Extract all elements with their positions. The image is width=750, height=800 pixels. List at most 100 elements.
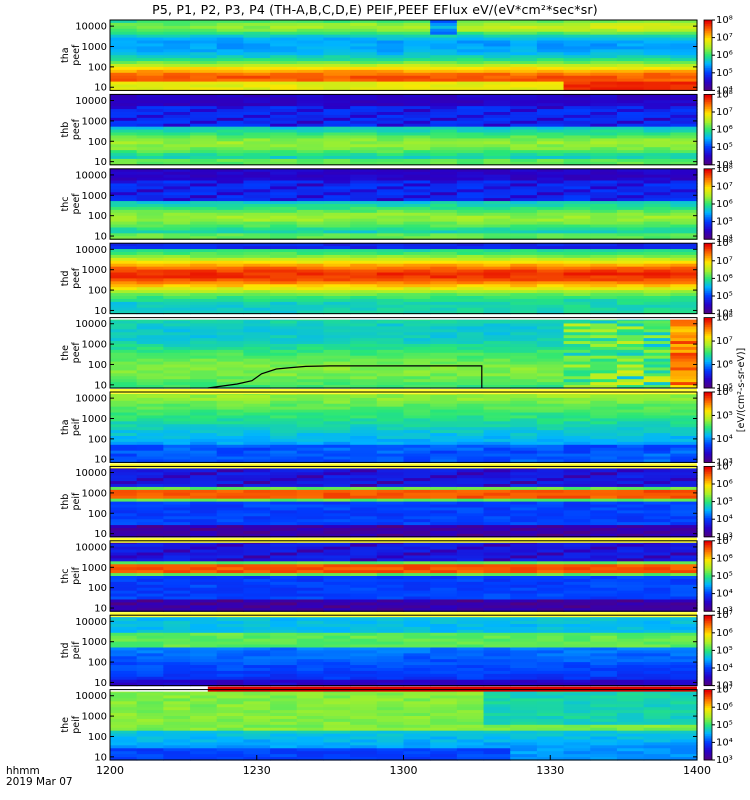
heatmap-cell <box>163 530 191 535</box>
heatmap-cell <box>216 382 245 386</box>
heatmap-cell <box>190 22 218 27</box>
heatmap-cell <box>136 621 164 625</box>
heatmap-cell <box>456 87 485 91</box>
heatmap-cell <box>190 567 218 571</box>
heatmap-cell <box>616 275 645 279</box>
heatmap-cell <box>430 206 458 211</box>
heatmap-cell <box>216 510 245 514</box>
heatmap-cell <box>670 424 698 428</box>
heatmap-cell <box>536 590 565 595</box>
heatmap-cell <box>563 355 591 360</box>
colorbar-segment <box>704 292 712 295</box>
heatmap-cell <box>110 618 138 622</box>
heatmap-cell <box>270 341 298 345</box>
heatmap-cell <box>536 475 565 479</box>
heatmap-cell <box>350 189 378 193</box>
heatmap-cell <box>216 436 245 440</box>
heatmap-cell <box>483 424 511 428</box>
heatmap-cell <box>670 546 698 551</box>
colorbar-segment <box>704 324 712 327</box>
heatmap-cell <box>483 376 511 380</box>
heatmap-cell <box>323 543 351 548</box>
heatmap-cell <box>163 254 191 259</box>
heatmap-cell <box>643 275 671 279</box>
heatmap-cell <box>536 94 565 98</box>
heatmap-cell <box>110 364 138 369</box>
heatmap-cell <box>510 481 538 485</box>
heatmap-cell <box>643 555 671 559</box>
heatmap-cell <box>670 489 698 494</box>
heatmap-cell <box>456 135 485 139</box>
heatmap-cell <box>616 192 645 196</box>
heatmap-cell <box>430 87 458 91</box>
heatmap-cell <box>430 581 458 586</box>
heatmap-cell <box>456 599 485 603</box>
heatmap-cell <box>563 75 591 80</box>
heatmap-cell <box>510 519 538 523</box>
heatmap-cell <box>216 394 245 399</box>
heatmap-cell <box>243 75 271 80</box>
heatmap-cell <box>110 266 138 271</box>
heatmap-cell <box>430 492 458 497</box>
heatmap-cell <box>376 478 405 482</box>
heatmap-cell <box>323 382 351 386</box>
heatmap-cell <box>216 296 245 300</box>
heatmap-cell <box>643 126 671 131</box>
heatmap-cell <box>670 296 698 300</box>
heatmap-cell <box>536 418 565 422</box>
heatmap-cell <box>323 174 351 179</box>
heatmap-cell <box>536 186 565 190</box>
heatmap-cell <box>270 215 298 220</box>
colorbar-segment <box>704 27 712 30</box>
heatmap-cell <box>296 624 325 628</box>
heatmap-cell <box>136 498 164 503</box>
heatmap-cell <box>243 352 271 357</box>
heatmap-cell <box>403 275 431 279</box>
heatmap-cell <box>536 49 565 53</box>
heatmap-cell <box>563 427 591 431</box>
heatmap-cell <box>323 629 351 634</box>
heatmap-cell <box>616 75 645 80</box>
y-tick-label: 100 <box>88 434 107 445</box>
heatmap-cell <box>350 516 378 520</box>
heatmap-cell <box>323 412 351 417</box>
colorbar-segment <box>704 41 712 44</box>
heatmap-cell <box>430 304 458 309</box>
colorbar-segment <box>704 475 712 478</box>
heatmap-cell <box>163 478 191 482</box>
heatmap-cell <box>456 528 485 532</box>
heatmap-cell <box>670 570 698 574</box>
heatmap-cell <box>216 34 245 39</box>
heatmap-cell <box>190 198 218 202</box>
colorbar-segment <box>704 400 712 404</box>
heatmap-cell <box>270 236 298 240</box>
heatmap-cell <box>536 513 565 517</box>
heatmap-cell <box>323 109 351 113</box>
heatmap-cell <box>216 338 245 342</box>
heatmap-cell <box>483 150 511 154</box>
heatmap-cell <box>190 573 218 577</box>
heatmap-cell <box>243 25 271 30</box>
heatmap-cell <box>403 156 431 160</box>
heatmap-cell <box>590 543 618 548</box>
heatmap-cell <box>403 608 431 612</box>
heatmap-cell <box>216 472 245 476</box>
heatmap-cell <box>190 243 218 247</box>
heatmap-cell <box>616 590 645 595</box>
heatmap-cell <box>243 504 271 509</box>
heatmap-cell <box>403 346 431 351</box>
heatmap-cell <box>350 424 378 428</box>
heatmap-cell <box>483 400 511 405</box>
heatmap-cell <box>270 158 298 163</box>
heatmap-cell <box>110 670 138 675</box>
heatmap-cell <box>163 528 191 532</box>
heatmap-cell <box>536 114 565 119</box>
heatmap-cell <box>403 329 431 333</box>
colorbar-segment <box>704 186 712 189</box>
heatmap-cell <box>590 254 618 259</box>
heatmap-cell <box>616 447 645 452</box>
y-tick-label: 100 <box>88 137 107 148</box>
heatmap-cell <box>456 605 485 609</box>
heatmap-cell <box>456 421 485 425</box>
